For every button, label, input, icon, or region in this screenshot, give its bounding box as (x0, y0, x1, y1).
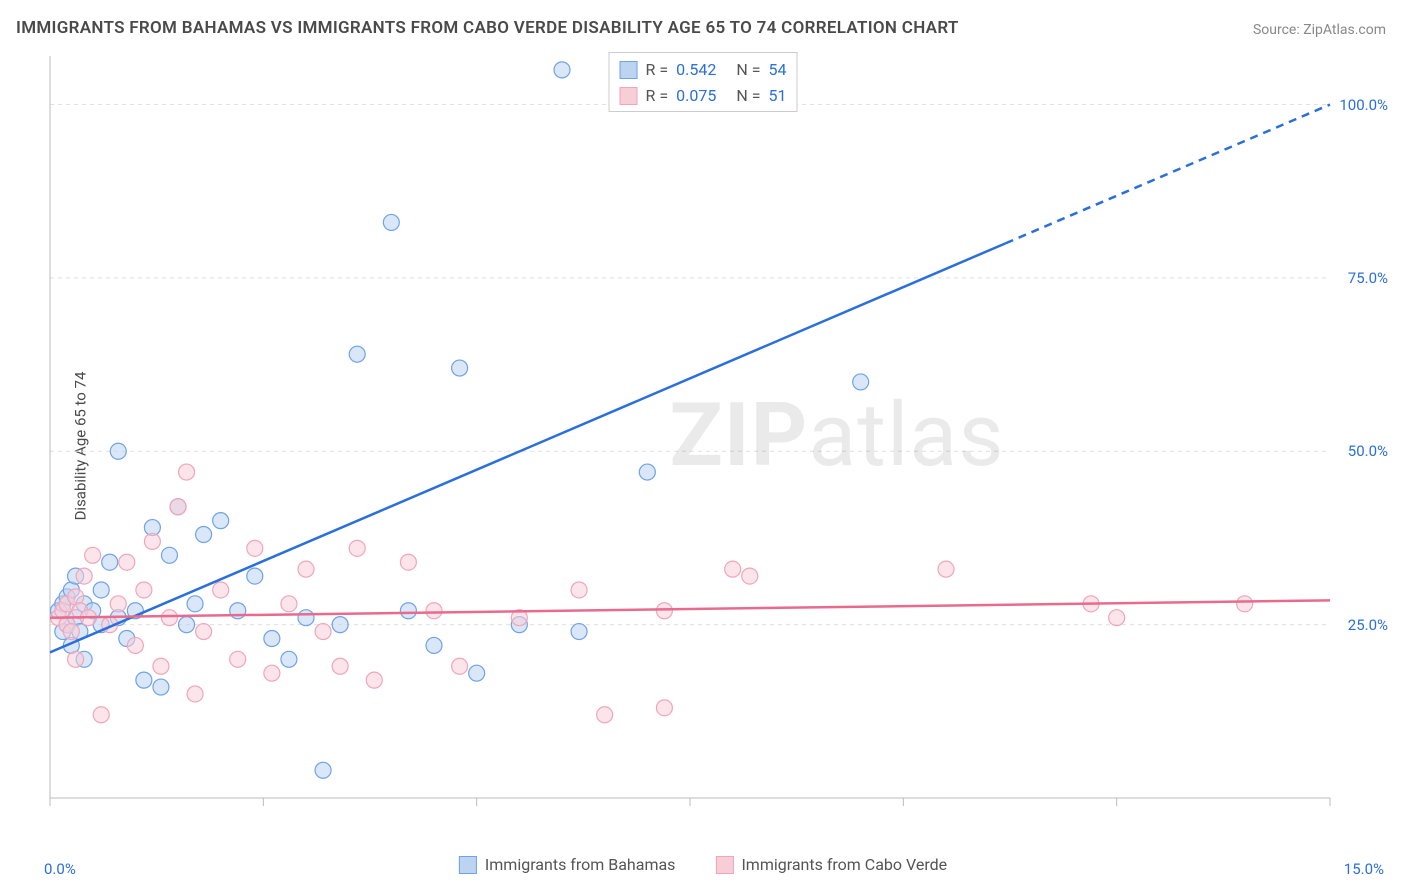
legend-swatch (620, 87, 638, 105)
source-attribution: Source: ZipAtlas.com (1253, 22, 1386, 38)
x-axis-min: 0.0% (44, 860, 76, 878)
chart-title: IMMIGRANTS FROM BAHAMAS VS IMMIGRANTS FR… (16, 18, 959, 38)
series-name: Immigrants from Bahamas (485, 855, 676, 874)
n-value: 54 (768, 57, 786, 83)
legend-swatch (620, 61, 638, 79)
y-tick-label: 50.0% (1348, 442, 1388, 460)
r-label: R = (646, 57, 669, 83)
x-axis-max: 15.0% (1344, 860, 1384, 878)
r-value: 0.542 (676, 57, 716, 83)
correlation-chart: IMMIGRANTS FROM BAHAMAS VS IMMIGRANTS FR… (0, 0, 1406, 892)
series-name: Immigrants from Cabo Verde (741, 855, 947, 874)
legend-swatch (459, 856, 477, 874)
legend-swatch (715, 856, 733, 874)
n-label: N = (736, 83, 760, 109)
r-label: R = (646, 83, 669, 109)
y-tick-label: 75.0% (1348, 269, 1388, 287)
series-legend: Immigrants from Bahamas Immigrants from C… (459, 855, 947, 874)
stats-legend: R = 0.542 N = 54 R = 0.075 N = 51 (609, 52, 798, 112)
n-label: N = (736, 57, 760, 83)
stats-legend-row: R = 0.075 N = 51 (620, 83, 787, 109)
series-legend-item: Immigrants from Cabo Verde (715, 855, 947, 874)
r-value: 0.075 (676, 83, 716, 109)
y-tick-label: 25.0% (1348, 616, 1388, 634)
scatter-plot-svg (40, 48, 1390, 848)
stats-legend-row: R = 0.542 N = 54 (620, 57, 787, 83)
series-legend-item: Immigrants from Bahamas (459, 855, 676, 874)
y-tick-label: 100.0% (1339, 96, 1388, 114)
n-value: 51 (768, 83, 786, 109)
